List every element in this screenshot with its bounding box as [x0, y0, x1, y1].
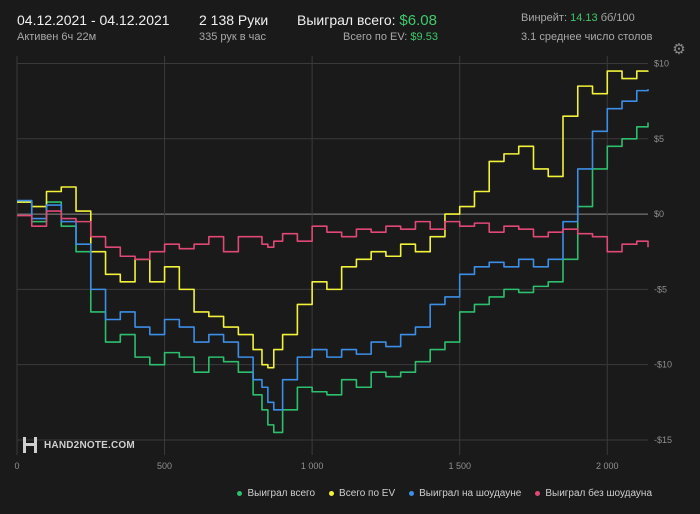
legend-item-1[interactable]: Выиграл всего [237, 488, 315, 499]
series-line-4 [17, 210, 649, 261]
legend-marker [409, 491, 415, 496]
active-time: Активен 6ч 22м [17, 31, 97, 43]
legend-label: Выиграл всего [247, 488, 316, 499]
legend-marker [237, 491, 243, 496]
series-line-1 [17, 122, 649, 434]
ev-total-label: Всего по EV: [343, 31, 408, 43]
hand2note-logo-icon [22, 437, 38, 453]
x-tick-label: 1 000 [301, 461, 324, 471]
legend-label: Всего по EV [339, 488, 396, 499]
series-line-3 [17, 89, 649, 411]
y-tick-label: -$10 [654, 360, 672, 370]
ev-total-value: $9.53 [410, 31, 438, 43]
chart-axes: $10 $5 $0 -$5 -$10 -$15 0 500 1 000 1 500 2 000 [14, 59, 672, 471]
won-total: Выиграл всего: $6.08 [297, 12, 437, 29]
y-tick-label: $0 [654, 209, 664, 219]
winrate-value: 14.13 [570, 12, 598, 24]
winrate: Винрейт: 14.13 бб/100 [521, 12, 635, 24]
avg-tables: 3.1 среднее число столов [521, 31, 653, 43]
date-range: 04.12.2021 - 04.12.2021 [17, 12, 170, 28]
y-tick-label: -$15 [654, 435, 672, 445]
gear-icon[interactable]: ⚙ [672, 41, 686, 58]
chart-series [16, 70, 649, 434]
legend-item-3[interactable]: Выиграл на шоудауне [409, 488, 521, 499]
legend-label: Выиграл на шоудауне [419, 488, 522, 499]
legend-item-2[interactable]: Всего по EV [329, 488, 395, 499]
hands-per-hour: 335 рук в час [199, 31, 267, 43]
winrate-unit: бб/100 [600, 12, 635, 24]
legend-marker [535, 491, 541, 496]
won-total-label: Выиграл всего: [297, 12, 396, 28]
x-tick-label: 2 000 [596, 461, 619, 471]
summary-header: 04.12.2021 - 04.12.2021 Активен 6ч 22м 2… [0, 0, 700, 50]
y-tick-label: $10 [654, 59, 669, 69]
hand2note-logo: HAND2NOTE.COM [22, 437, 135, 453]
series-line-2 [17, 70, 649, 369]
legend-marker [329, 491, 335, 496]
legend-label: Выиграл без шоудауна [545, 488, 652, 499]
ev-total: Всего по EV: $9.53 [343, 31, 438, 43]
hand2note-logo-text: HAND2NOTE.COM [44, 439, 135, 451]
x-tick-label: 0 [14, 461, 19, 471]
y-tick-label: $5 [654, 134, 664, 144]
legend-item-4[interactable]: Выиграл без шоудауна [535, 488, 652, 499]
x-tick-label: 500 [157, 461, 172, 471]
x-tick-label: 1 500 [448, 461, 471, 471]
hands-count: 2 138 Руки [199, 12, 269, 28]
winrate-label: Винрейт: [521, 12, 568, 24]
chart-legend: Выиграл всего Всего по EV Выиграл на шоуда… [237, 488, 652, 499]
y-tick-label: -$5 [654, 284, 667, 294]
won-total-value: $6.08 [399, 12, 437, 29]
